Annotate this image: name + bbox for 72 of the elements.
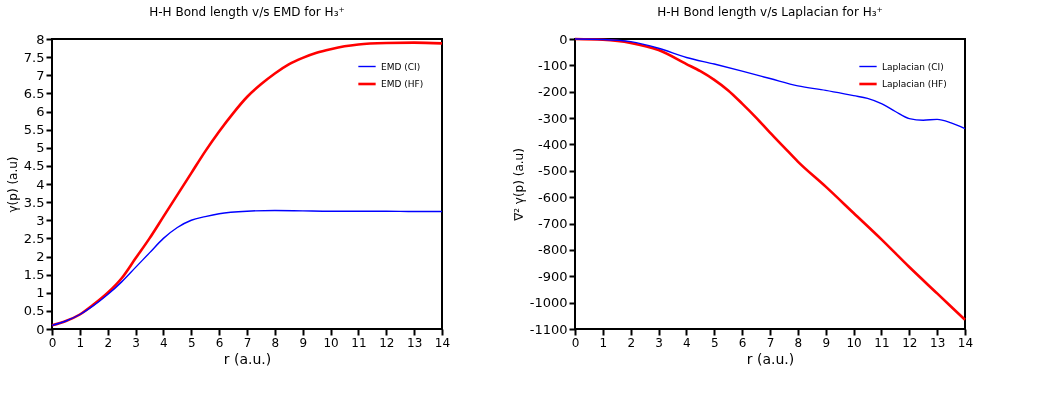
x-tick-label: 2 (104, 335, 113, 350)
x-tick-label: 0 (571, 335, 580, 350)
chart-title: H-H Bond length v/s Laplacian for H₃⁺ (657, 5, 883, 19)
y-tick-label: -600 (537, 189, 568, 205)
y-tick-label: 7 (36, 67, 45, 83)
y-tick-label: 2.5 (23, 230, 45, 246)
x-tick-label: 13 (930, 335, 946, 350)
y-axis-title: ∇² γ(p) (a.u) (511, 148, 526, 222)
y-tick-label: -800 (537, 242, 568, 258)
x-tick-label: 9 (299, 335, 308, 350)
x-tick-label: 4 (160, 335, 168, 350)
y-tick-label: -400 (537, 136, 568, 152)
line-series (50, 41, 444, 327)
y-tick-label: 6 (36, 104, 45, 119)
y-tick-label: 0 (36, 321, 45, 337)
y-tick-label: -100 (537, 57, 568, 73)
y-tick-label: 0 (559, 31, 568, 47)
x-tick-label: 9 (822, 335, 831, 350)
x-axis-title: r (a.u.) (223, 350, 272, 367)
x-tick-label: 0 (48, 335, 57, 350)
x-tick-label: 14 (957, 335, 974, 350)
x-tick-label: 6 (738, 335, 747, 350)
line-series (51, 209, 443, 327)
x-tick-label: 8 (794, 335, 803, 350)
x-tick-label: 13 (407, 335, 423, 350)
x-tick-label: 7 (766, 335, 775, 350)
y-tick-label: 1 (36, 285, 45, 301)
x-tick-label: 8 (271, 335, 280, 350)
x-tick-label: 3 (132, 335, 140, 350)
x-tick-label: 1 (76, 335, 85, 350)
legend-label: EMD (HF) (381, 79, 424, 89)
legend-label: Laplacian (HF) (882, 79, 947, 89)
y-tick-label: 2 (36, 249, 45, 264)
x-tick-label: 5 (710, 335, 719, 350)
x-tick-label: 6 (215, 335, 224, 350)
y-tick-label: 3 (36, 212, 45, 228)
y-tick-label: -300 (537, 110, 568, 126)
x-tick-label: 4 (683, 335, 691, 350)
y-tick-label: 6.5 (23, 85, 45, 101)
x-tick-label: 5 (187, 335, 196, 350)
x-tick-label: 14 (434, 335, 451, 350)
y-axis-title: γ(p) (a.u) (5, 156, 20, 213)
line-series (574, 38, 966, 130)
x-tick-label: 3 (655, 335, 663, 350)
y-tick-label: 7.5 (23, 49, 45, 65)
y-tick-label: 3.5 (23, 194, 45, 210)
x-tick-label: 12 (379, 335, 395, 350)
y-tick-label: 5 (36, 140, 45, 156)
y-tick-label: 4.5 (23, 158, 45, 174)
x-tick-label: 10 (846, 335, 862, 350)
y-tick-label: 0.5 (23, 303, 45, 319)
legend-label: EMD (CI) (381, 61, 421, 72)
chart-title: H-H Bond length v/s EMD for H₃⁺ (149, 5, 345, 19)
y-tick-label: -1100 (529, 321, 568, 337)
x-tick-label: 11 (874, 335, 890, 350)
y-tick-label: 1.5 (23, 267, 45, 283)
y-tick-label: -700 (537, 216, 568, 232)
x-tick-label: 11 (351, 335, 367, 350)
x-axis-title: r (a.u.) (746, 350, 795, 367)
y-tick-label: 5.5 (23, 122, 45, 138)
y-tick-label: -900 (537, 268, 568, 284)
x-tick-label: 2 (627, 335, 636, 350)
y-tick-label: 8 (36, 31, 45, 47)
y-tick-label: 4 (36, 176, 45, 192)
y-tick-label: -1000 (529, 295, 568, 311)
y-tick-label: -500 (537, 163, 568, 179)
x-tick-label: 10 (323, 335, 339, 350)
legend-label: Laplacian (CI) (882, 61, 944, 72)
x-tick-label: 7 (243, 335, 252, 350)
x-tick-label: 1 (599, 335, 608, 350)
y-tick-label: -200 (537, 84, 568, 100)
x-tick-label: 12 (902, 335, 918, 350)
